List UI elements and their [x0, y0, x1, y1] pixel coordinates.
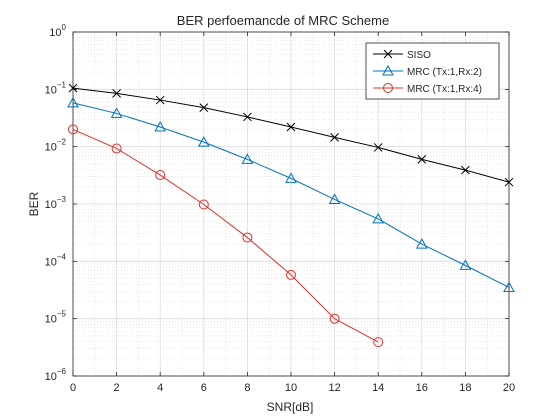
- data-point: [199, 103, 209, 112]
- data-point: [155, 95, 165, 105]
- data-point: [415, 238, 428, 249]
- x-tick-label: 12: [328, 382, 340, 394]
- data-point: [372, 212, 385, 224]
- data-point: [68, 83, 78, 93]
- x-tick-label: 10: [285, 382, 297, 394]
- x-tick-label: 8: [244, 382, 250, 394]
- x-tick-label: 18: [459, 382, 471, 394]
- legend: SISO MRC (Tx:1,Rx:2) MRC (Tx:1,Rx:4): [365, 42, 500, 100]
- data-point: [373, 337, 384, 348]
- y-tick-label: 10−3: [45, 195, 67, 211]
- data-point: [198, 199, 209, 210]
- y-tick-label: 100: [49, 23, 66, 39]
- data-point: [373, 143, 383, 152]
- x-tick-label: 6: [201, 382, 207, 394]
- data-point: [67, 96, 79, 108]
- data-point: [68, 124, 78, 135]
- x-tick-label: 20: [503, 382, 515, 394]
- data-point: [503, 281, 515, 292]
- legend-marker: [383, 83, 393, 93]
- legend-label: MRC (Tx:1,Rx:2): [407, 67, 482, 78]
- legend-marker: [383, 49, 393, 59]
- x-tick-label: 4: [157, 382, 163, 394]
- data-point: [155, 170, 166, 181]
- legend-marker: [382, 64, 394, 76]
- x-axis-label: SNR[dB]: [267, 400, 314, 414]
- data-point: [154, 121, 167, 132]
- data-point: [286, 122, 296, 132]
- data-point: [111, 143, 122, 154]
- y-tick-label: 10−2: [45, 138, 67, 154]
- x-tick-label: 2: [114, 382, 120, 394]
- data-point: [461, 165, 470, 175]
- data-point: [242, 232, 253, 243]
- data-point: [504, 177, 514, 187]
- series-line: [72, 128, 379, 343]
- x-tick-label: 16: [416, 382, 428, 394]
- y-axis-label: BER: [27, 191, 41, 216]
- x-tick-label: 0: [70, 382, 76, 394]
- data-point: [110, 107, 123, 118]
- data-point: [329, 313, 340, 324]
- data-point: [330, 133, 339, 142]
- legend-label: MRC (Tx:1,Rx:4): [407, 84, 482, 95]
- y-tick-label: 10−6: [45, 367, 67, 383]
- data-point: [285, 172, 297, 183]
- y-tick-label: 10−1: [45, 80, 67, 96]
- legend-label: SISO: [407, 50, 431, 61]
- data-point: [243, 112, 252, 122]
- data-point: [417, 155, 427, 164]
- y-tick-label: 10−5: [45, 310, 67, 326]
- data-point: [241, 153, 254, 164]
- data-point: [112, 89, 121, 98]
- series-line: [72, 102, 510, 288]
- chart-title: BER perfoemancde of MRC Scheme: [177, 13, 389, 28]
- data-point: [197, 136, 210, 147]
- data-point: [459, 259, 472, 270]
- data-point: [286, 269, 296, 280]
- data-point: [328, 193, 341, 204]
- y-tick-label: 10−4: [45, 252, 67, 268]
- x-tick-label: 14: [372, 382, 384, 394]
